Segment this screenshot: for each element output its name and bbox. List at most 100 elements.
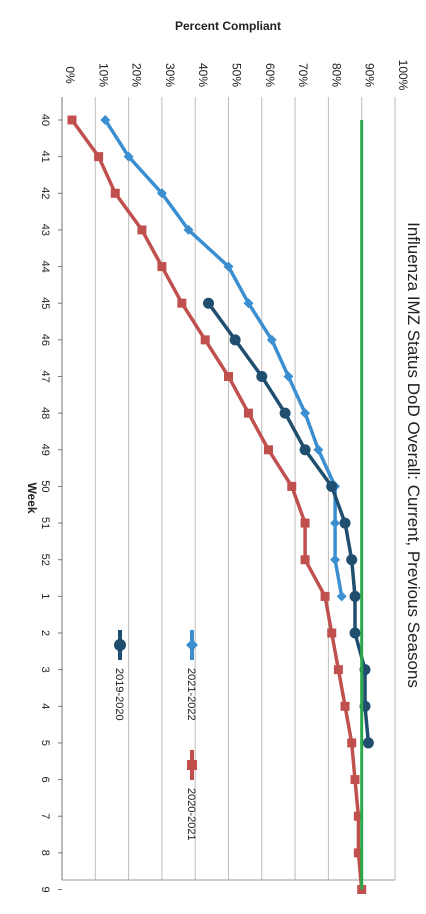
x-tick-label: 50 xyxy=(39,480,51,492)
legend-item: 2021-2022 xyxy=(185,630,198,721)
y-tick-label: 50% xyxy=(230,63,244,87)
data-point xyxy=(283,371,294,382)
data-point xyxy=(349,627,361,639)
data-point xyxy=(346,554,358,566)
data-point xyxy=(333,665,343,675)
y-tick-label: 60% xyxy=(263,63,277,87)
x-tick-label: 44 xyxy=(39,260,51,272)
x-tick-label: 48 xyxy=(39,407,51,419)
data-point xyxy=(110,188,120,198)
y-tick-label: 0% xyxy=(63,66,77,84)
y-tick-label: 90% xyxy=(363,63,377,87)
x-axis-label: Week xyxy=(25,482,39,513)
legend-marker xyxy=(187,760,197,770)
data-point xyxy=(299,444,311,456)
legend-label: 2020-2021 xyxy=(185,788,197,841)
chart-title: Influenza IMZ Status DoD Overall: Curren… xyxy=(404,222,423,688)
data-point xyxy=(183,224,194,235)
data-point xyxy=(287,481,297,491)
data-point xyxy=(266,334,277,345)
grid-layer xyxy=(61,97,396,881)
series-2020-2021 xyxy=(67,115,367,895)
series-line xyxy=(70,118,364,890)
y-tick-labels: 0% 10% 20% 30% 40% 50% 60% 70% 80% 90% 100% xyxy=(63,60,410,91)
data-point xyxy=(279,407,291,419)
data-point xyxy=(223,261,234,272)
y-tick-label: 10% xyxy=(96,63,110,87)
y-tick-label: 70% xyxy=(296,63,310,87)
legend-label: 2021-2022 xyxy=(185,668,197,721)
x-tick-label: 42 xyxy=(39,187,51,199)
data-point xyxy=(100,115,111,125)
data-point xyxy=(300,408,311,419)
series-2021-2022 xyxy=(100,115,347,602)
data-point xyxy=(339,517,351,529)
data-point xyxy=(229,334,241,346)
x-tick-label: 46 xyxy=(39,334,51,346)
x-tick-label: 45 xyxy=(39,297,51,309)
data-point xyxy=(326,480,338,492)
legend-item: 2020-2021 xyxy=(185,750,197,841)
legend-marker xyxy=(186,639,198,651)
x-tick-label: 9 xyxy=(39,886,51,892)
legend-item: 2019-2020 xyxy=(113,630,126,721)
data-point xyxy=(349,590,361,602)
x-tick-label: 47 xyxy=(39,370,51,382)
data-point xyxy=(347,738,357,748)
legend: 2021-2022 2020-2021 2019-2020 xyxy=(113,630,198,841)
data-point xyxy=(336,591,347,602)
data-point xyxy=(123,151,134,162)
legend-label: 2019-2020 xyxy=(113,668,125,721)
y-tick-label: 30% xyxy=(163,63,177,87)
data-point xyxy=(353,811,363,821)
data-point xyxy=(300,518,310,528)
y-tick-label: 40% xyxy=(196,63,210,87)
legend-marker xyxy=(114,639,126,651)
x-tick-label: 49 xyxy=(39,444,51,456)
data-point xyxy=(137,225,147,235)
x-tick-label: 40 xyxy=(39,114,51,126)
data-point xyxy=(327,628,337,638)
data-point xyxy=(177,298,187,308)
data-point xyxy=(243,408,253,418)
x-tick-label: 8 xyxy=(39,850,51,856)
y-tick-label: 100% xyxy=(396,60,410,91)
series-layer xyxy=(67,115,374,895)
x-tick-label: 52 xyxy=(39,554,51,566)
x-tick-label: 6 xyxy=(39,777,51,783)
data-point xyxy=(330,554,341,565)
data-point xyxy=(157,262,167,272)
x-tick-label: 51 xyxy=(39,517,51,529)
data-point xyxy=(350,775,360,785)
data-point xyxy=(300,555,310,565)
data-point xyxy=(353,848,363,858)
data-point xyxy=(263,445,273,455)
y-tick-label: 80% xyxy=(329,63,343,87)
x-tick-label: 2 xyxy=(39,630,51,636)
x-tick-label: 3 xyxy=(39,667,51,673)
data-point xyxy=(200,335,210,345)
x-tick-label: 43 xyxy=(39,224,51,236)
data-point xyxy=(357,885,367,895)
y-axis-label: Percent Compliant xyxy=(175,19,281,33)
x-tick-label: 5 xyxy=(39,740,51,746)
data-point xyxy=(313,444,324,455)
data-point xyxy=(203,297,215,309)
data-point xyxy=(243,298,254,309)
x-tick-label: 7 xyxy=(39,813,51,819)
series-2019-2020 xyxy=(203,297,374,749)
series-line xyxy=(103,119,344,597)
data-point xyxy=(362,737,374,749)
x-tick-label: 1 xyxy=(39,593,51,599)
data-point xyxy=(340,701,350,711)
data-point xyxy=(156,188,167,199)
data-point xyxy=(330,518,341,529)
data-point xyxy=(224,372,233,382)
data-point xyxy=(320,591,330,601)
y-tick-label: 20% xyxy=(130,63,144,87)
data-point xyxy=(256,371,268,383)
x-tick-label: 41 xyxy=(39,151,51,163)
